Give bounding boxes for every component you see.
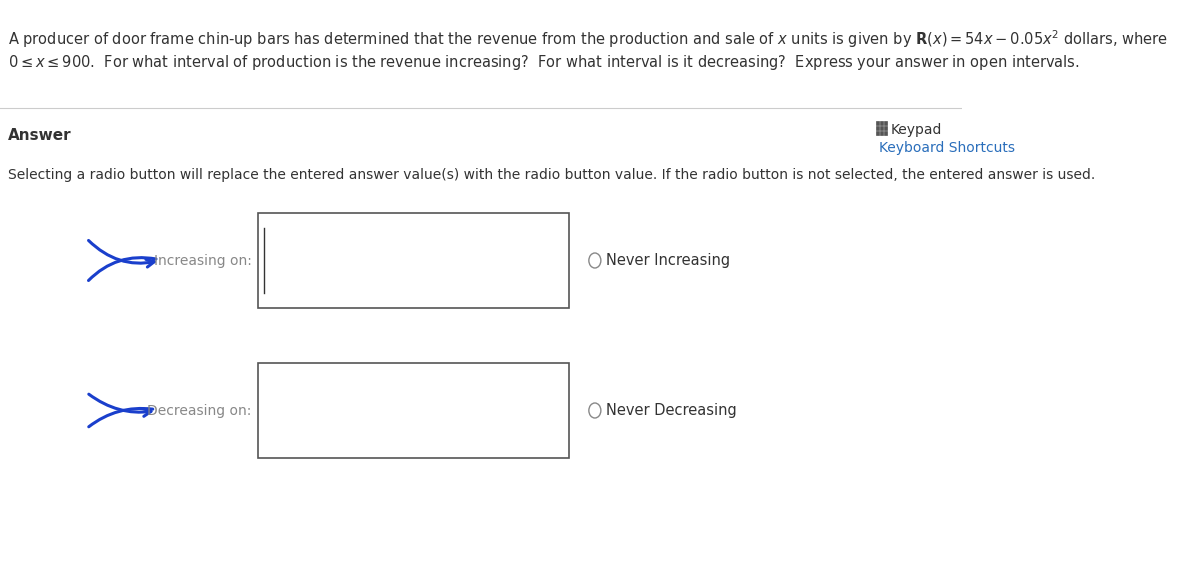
FancyArrowPatch shape xyxy=(89,394,151,416)
Bar xyxy=(884,126,888,130)
Text: $0 \leq x \leq 900$.  For what interval of production is the revenue increasing?: $0 \leq x \leq 900$. For what interval o… xyxy=(8,53,1080,72)
Bar xyxy=(258,363,569,458)
Text: A producer of door frame chin-up bars has determined that the revenue from the p: A producer of door frame chin-up bars ha… xyxy=(8,28,1169,50)
Bar xyxy=(881,131,883,135)
Text: Keyboard Shortcuts: Keyboard Shortcuts xyxy=(878,141,1015,155)
Text: Answer: Answer xyxy=(8,128,72,143)
FancyArrowPatch shape xyxy=(89,258,156,280)
Bar xyxy=(881,121,883,125)
Bar xyxy=(881,126,883,130)
Bar xyxy=(258,213,569,308)
Bar xyxy=(876,126,880,130)
Text: Decreasing on:: Decreasing on: xyxy=(148,404,252,418)
Circle shape xyxy=(589,253,601,268)
Text: Selecting a radio button will replace the entered answer value(s) with the radio: Selecting a radio button will replace th… xyxy=(8,168,1096,182)
Bar xyxy=(884,131,888,135)
Text: Never Increasing: Never Increasing xyxy=(606,253,731,268)
Text: Increasing on:: Increasing on: xyxy=(154,253,252,267)
Bar xyxy=(876,121,880,125)
Bar xyxy=(876,131,880,135)
Text: Keypad: Keypad xyxy=(890,123,942,137)
FancyArrowPatch shape xyxy=(89,240,155,267)
Circle shape xyxy=(589,403,601,418)
Bar xyxy=(884,121,888,125)
Text: Never Decreasing: Never Decreasing xyxy=(606,403,737,418)
FancyArrowPatch shape xyxy=(89,408,152,427)
